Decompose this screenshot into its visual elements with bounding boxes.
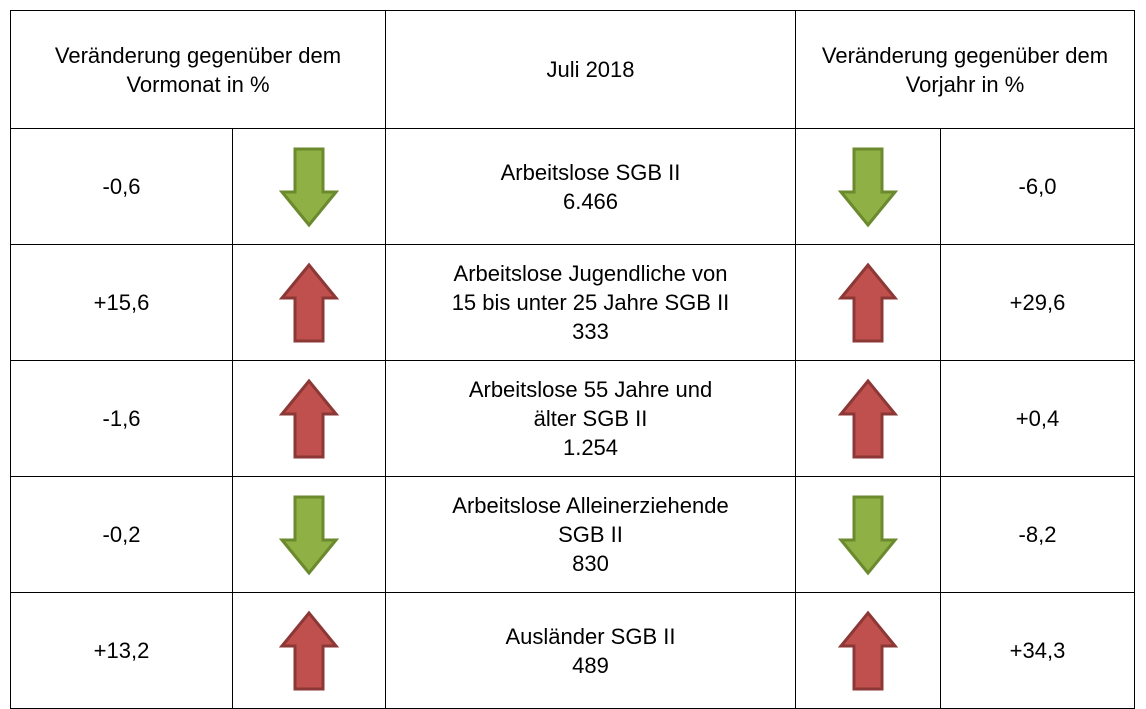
label-line: 1.254 bbox=[562, 435, 619, 460]
month-arrow-cell bbox=[232, 592, 386, 709]
arrow-icon bbox=[279, 378, 339, 458]
arrow-icon bbox=[279, 495, 339, 575]
arrow-up bbox=[838, 610, 898, 690]
arrow-icon bbox=[838, 262, 898, 342]
table: Veränderung gegenüber dem Vormonat in % … bbox=[10, 10, 1135, 709]
month-change: -0,6 bbox=[10, 128, 233, 245]
label-cell: Arbeitslose 55 Jahre und älter SGB II 1.25… bbox=[385, 360, 796, 477]
arrow-up bbox=[838, 378, 898, 458]
arrow-up bbox=[279, 610, 339, 690]
label-line: SGB II bbox=[558, 522, 623, 547]
header-row: Veränderung gegenüber dem Vormonat in % … bbox=[10, 10, 1135, 129]
label-line: 6.466 bbox=[562, 188, 619, 214]
label-line: Arbeitslose SGB II bbox=[500, 159, 681, 185]
label-line: 830 bbox=[572, 551, 609, 576]
arrow-icon bbox=[279, 610, 339, 690]
label-cell: Ausländer SGB II 489 bbox=[385, 592, 796, 709]
label-line: Arbeitslose Alleinerziehende bbox=[452, 493, 729, 518]
arrow-icon bbox=[838, 147, 898, 227]
arrow-icon bbox=[838, 378, 898, 458]
header-cell: Juli 2018 bbox=[385, 10, 796, 129]
year-arrow-cell bbox=[795, 128, 941, 245]
arrow-up bbox=[279, 262, 339, 342]
year-change: -6,0 bbox=[940, 128, 1135, 245]
table-row: -0,6 Arbeitslose SGB II 6.466 -6,0 bbox=[10, 128, 1135, 245]
label-line: 489 bbox=[572, 652, 609, 678]
month-change: -1,6 bbox=[10, 360, 233, 477]
arrow-down bbox=[279, 147, 339, 227]
table-row: -1,6 Arbeitslose 55 Jahre und älter SGB II… bbox=[10, 360, 1135, 477]
label-line: Arbeitslose 55 Jahre und bbox=[468, 377, 713, 402]
arrow-icon bbox=[279, 147, 339, 227]
arrow-up bbox=[279, 378, 339, 458]
month-change: +15,6 bbox=[10, 244, 233, 361]
arrow-up bbox=[838, 262, 898, 342]
month-change: -0,2 bbox=[10, 476, 233, 593]
year-change: +0,4 bbox=[940, 360, 1135, 477]
header-cell: Veränderung gegenüber dem Vorjahr in % bbox=[795, 10, 1135, 129]
arrow-down bbox=[279, 495, 339, 575]
label-cell: Arbeitslose SGB II 6.466 bbox=[385, 128, 796, 245]
table-body: Veränderung gegenüber dem Vormonat in % … bbox=[10, 10, 1135, 709]
year-change: +34,3 bbox=[940, 592, 1135, 709]
table-row: +15,6 Arbeitslose Jugendliche von 15 bis u… bbox=[10, 244, 1135, 361]
header-cell: Veränderung gegenüber dem Vormonat in % bbox=[10, 10, 386, 129]
year-change: -8,2 bbox=[940, 476, 1135, 593]
month-arrow-cell bbox=[232, 244, 386, 361]
month-arrow-cell bbox=[232, 360, 386, 477]
label-line: 15 bis unter 25 Jahre SGB II bbox=[451, 290, 730, 315]
table-row: +13,2 Ausländer SGB II 489 +34,3 bbox=[10, 592, 1135, 709]
year-change: +29,6 bbox=[940, 244, 1135, 361]
month-change: +13,2 bbox=[10, 592, 233, 709]
year-arrow-cell bbox=[795, 244, 941, 361]
table-row: -0,2 Arbeitslose Alleinerziehende SGB II 83… bbox=[10, 476, 1135, 593]
label-cell: Arbeitslose Jugendliche von 15 bis unter … bbox=[385, 244, 796, 361]
year-arrow-cell bbox=[795, 476, 941, 593]
month-arrow-cell bbox=[232, 128, 386, 245]
label-line: älter SGB II bbox=[533, 406, 648, 431]
arrow-down bbox=[838, 147, 898, 227]
arrow-icon bbox=[838, 495, 898, 575]
label-line: 333 bbox=[572, 319, 609, 344]
label-cell: Arbeitslose Alleinerziehende SGB II 830 bbox=[385, 476, 796, 593]
label-line: Arbeitslose Jugendliche von bbox=[453, 261, 728, 286]
year-arrow-cell bbox=[795, 360, 941, 477]
month-arrow-cell bbox=[232, 476, 386, 593]
arrow-icon bbox=[838, 610, 898, 690]
arrow-icon bbox=[279, 262, 339, 342]
year-arrow-cell bbox=[795, 592, 941, 709]
label-line: Ausländer SGB II bbox=[505, 623, 676, 649]
arrow-down bbox=[838, 495, 898, 575]
